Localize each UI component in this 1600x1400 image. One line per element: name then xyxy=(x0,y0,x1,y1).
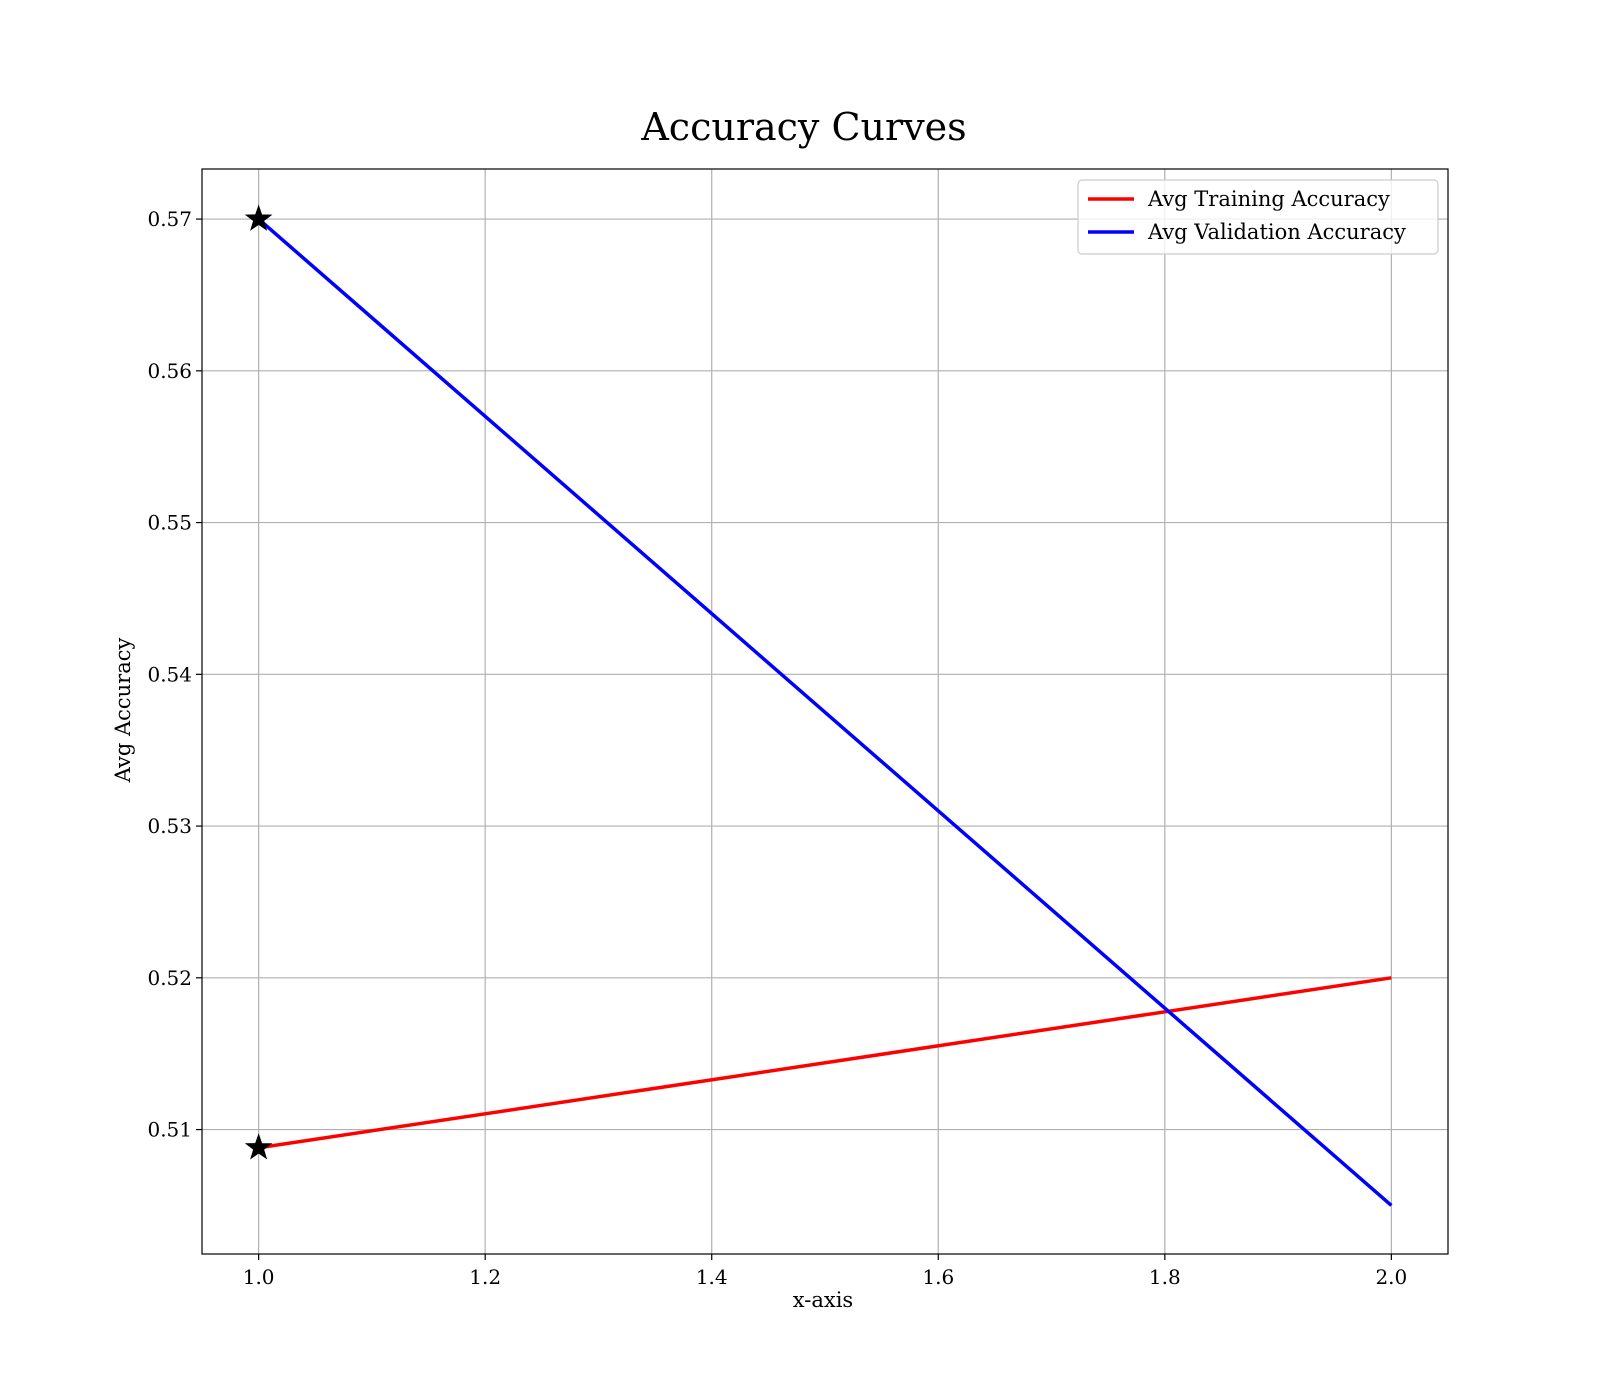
series-layer xyxy=(257,217,1393,1207)
x-tick-label: 1.0 xyxy=(243,1265,275,1289)
y-tick-label: 0.52 xyxy=(147,966,192,990)
y-tick-label: 0.54 xyxy=(147,662,192,686)
y-tick-label: 0.56 xyxy=(147,359,192,383)
grid-layer xyxy=(202,169,1448,1254)
star-marker xyxy=(244,1133,273,1160)
x-tick-label: 2.0 xyxy=(1375,1265,1407,1289)
training-accuracy-line xyxy=(258,976,1392,1150)
legend: Avg Training Accuracy Avg Validation Accu… xyxy=(1077,179,1439,255)
x-tick-label: 1.8 xyxy=(1149,1265,1181,1289)
star-marker xyxy=(244,204,273,231)
y-tick-label: 0.53 xyxy=(147,814,192,838)
x-tick-label: 1.2 xyxy=(469,1265,501,1289)
marker-layer xyxy=(244,204,273,1160)
x-tick-label: 1.4 xyxy=(696,1265,728,1289)
validation-accuracy-line xyxy=(257,217,1393,1207)
chart-title: Accuracy Curves xyxy=(640,105,966,149)
legend-label: Avg Training Accuracy xyxy=(1147,187,1390,211)
plot-frame xyxy=(201,168,1449,1255)
legend-label: Avg Validation Accuracy xyxy=(1147,220,1406,244)
x-axis-label: x-axis xyxy=(793,1288,853,1312)
tick-layer: 1.0 1.2 1.4 1.6 1.8 2.0 0.51 0.52 0.53 0.54 0.55 0.… xyxy=(147,207,1407,1289)
y-axis-label: Avg Accuracy xyxy=(111,638,135,784)
y-tick-label: 0.51 xyxy=(147,1118,192,1142)
legend-box xyxy=(1077,179,1439,255)
x-tick-label: 1.6 xyxy=(922,1265,954,1289)
y-tick-label: 0.55 xyxy=(147,511,192,535)
y-tick-label: 0.57 xyxy=(147,207,192,231)
